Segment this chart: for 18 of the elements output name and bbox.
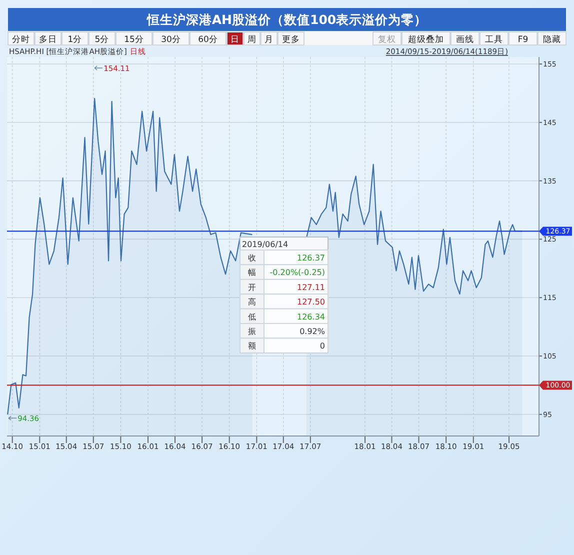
annotation: 0 — [320, 342, 325, 351]
annotation: 高 — [248, 298, 256, 307]
annotation: 2019/06/14 — [242, 240, 288, 249]
annotation: 收 — [248, 254, 256, 262]
annotation: 开 — [248, 282, 256, 292]
title-bar: 恒生沪深港AH股溢价（数值100表示溢价为零） — [8, 8, 566, 31]
annotation: 低 — [248, 312, 256, 322]
annotation: 127.50 — [297, 298, 325, 307]
annotation: 幅 — [248, 268, 256, 278]
toolbar: 分时 多日 1分 5分 15分 30分 60分 日 周 月 更多 复权 超级叠加 画线 工具 F9 隐藏 — [8, 32, 566, 46]
annotation: 127.11 — [297, 282, 325, 292]
annotation: 振 — [248, 327, 256, 336]
chart-title: 恒生沪深港AH股溢价（数值100表示溢价为零） — [146, 12, 428, 27]
annotation: -0.20%(-0.25) — [270, 268, 325, 278]
annotation: 126.34 — [297, 312, 325, 322]
annotation: 0.92% — [300, 327, 326, 336]
annotation: 126.37 — [297, 254, 325, 262]
annotation: 额 — [248, 342, 256, 351]
